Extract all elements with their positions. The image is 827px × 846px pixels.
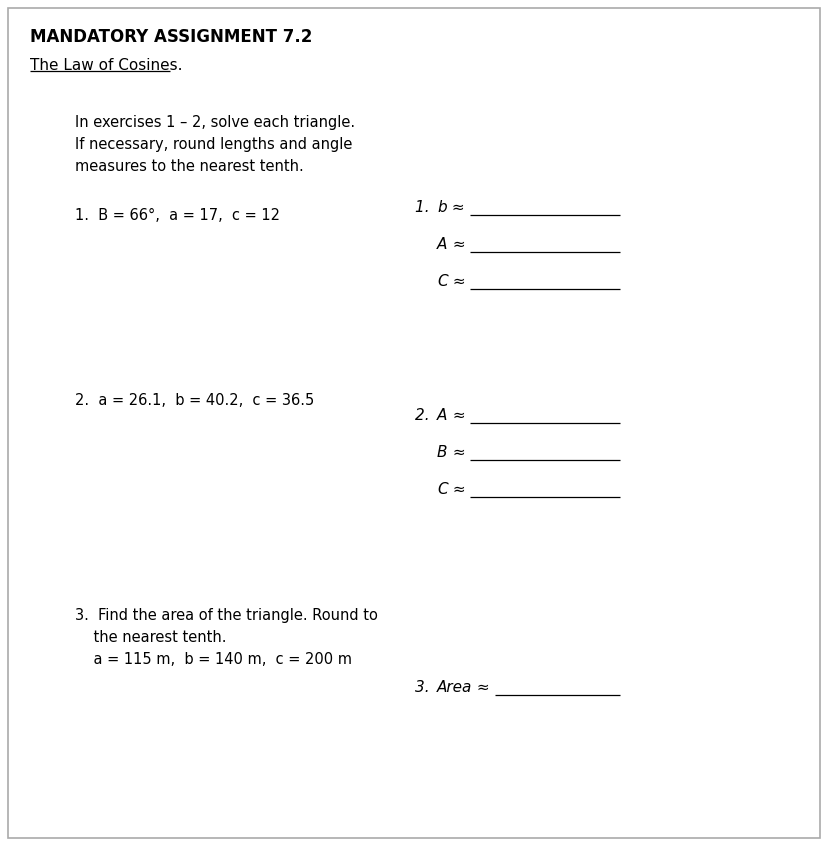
Text: 2.  a = 26.1,  b = 40.2,  c = 36.5: 2. a = 26.1, b = 40.2, c = 36.5 bbox=[75, 393, 314, 408]
Text: b: b bbox=[437, 200, 446, 215]
Text: 3.  Find the area of the triangle. Round to: 3. Find the area of the triangle. Round … bbox=[75, 608, 377, 623]
Text: 2.: 2. bbox=[414, 408, 439, 423]
Text: ≈: ≈ bbox=[447, 408, 465, 423]
Text: The Law of Cosines.: The Law of Cosines. bbox=[30, 58, 182, 73]
Text: a = 115 m,  b = 140 m,  c = 200 m: a = 115 m, b = 140 m, c = 200 m bbox=[75, 652, 351, 667]
Text: Area: Area bbox=[437, 680, 472, 695]
Text: 1.  B = 66°,  a = 17,  c = 12: 1. B = 66°, a = 17, c = 12 bbox=[75, 208, 280, 223]
Text: In exercises 1 – 2, solve each triangle.: In exercises 1 – 2, solve each triangle. bbox=[75, 115, 355, 130]
Text: A: A bbox=[437, 408, 447, 423]
Text: B: B bbox=[437, 445, 447, 460]
Text: ≈: ≈ bbox=[447, 445, 465, 460]
Text: ≈: ≈ bbox=[447, 274, 465, 289]
Text: ≈: ≈ bbox=[447, 237, 465, 252]
Text: the nearest tenth.: the nearest tenth. bbox=[75, 630, 227, 645]
Text: 3.: 3. bbox=[414, 680, 439, 695]
Text: measures to the nearest tenth.: measures to the nearest tenth. bbox=[75, 159, 304, 174]
Text: 1.: 1. bbox=[414, 200, 439, 215]
Text: C: C bbox=[437, 482, 447, 497]
Text: C: C bbox=[437, 274, 447, 289]
Text: ≈: ≈ bbox=[447, 482, 465, 497]
Text: ≈: ≈ bbox=[471, 680, 489, 695]
Text: If necessary, round lengths and angle: If necessary, round lengths and angle bbox=[75, 137, 352, 152]
Text: A: A bbox=[437, 237, 447, 252]
Text: ≈: ≈ bbox=[447, 200, 464, 215]
Text: MANDATORY ASSIGNMENT 7.2: MANDATORY ASSIGNMENT 7.2 bbox=[30, 28, 312, 46]
